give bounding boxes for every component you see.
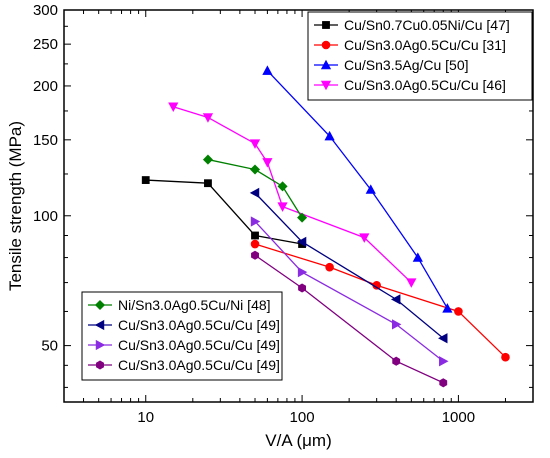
legend-marker: [320, 59, 332, 70]
series-4: [202, 154, 308, 223]
legend-box: [81, 291, 283, 381]
data-point: [249, 187, 260, 198]
data-point: [168, 102, 179, 112]
data-point: [359, 233, 370, 243]
data-point: [204, 179, 212, 188]
series-line: [207, 158, 303, 219]
y-tick-label: 250: [33, 36, 58, 53]
data-point: [298, 283, 307, 293]
data-point: [277, 181, 288, 192]
data-point: [391, 319, 402, 330]
data-point: [249, 139, 261, 149]
legend-item: Ni/Sn3.0Ag0.5Cu/Ni [48]: [88, 297, 271, 313]
legend-top-right: Cu/Sn0.7Cu0.05Ni/Cu [47] Cu/Sn3.0Ag0.5Cu/…: [307, 11, 533, 101]
data-point: [439, 356, 449, 367]
data-point: [296, 236, 307, 247]
data-point: [251, 250, 259, 260]
legend-marker: [322, 21, 330, 29]
y-axis-label: Tensile strength (MPa): [6, 121, 25, 291]
y-tick-label: 50: [41, 338, 58, 355]
x-tick-label: 100: [290, 409, 315, 426]
data-point: [324, 130, 335, 141]
data-point: [277, 202, 288, 212]
x-tick-label: 1000: [442, 409, 475, 426]
series-line: [254, 192, 444, 339]
data-point: [262, 65, 273, 75]
data-point: [297, 212, 308, 223]
series-line: [254, 254, 444, 384]
plot-frame: [63, 9, 534, 403]
legend-label: Cu/Sn3.0Ag0.5Cu/Cu [46]: [344, 77, 506, 93]
legend-marker: [96, 360, 104, 370]
data-point: [438, 333, 448, 344]
series-5: [249, 187, 448, 344]
series-6: [250, 216, 449, 367]
legend-marker: [94, 299, 106, 311]
legend-item: Cu/Sn3.0Ag0.5Cu/Cu [46]: [314, 77, 506, 93]
series-line: [254, 221, 444, 362]
legend-item: Cu/Sn3.0Ag0.5Cu/Cu [49]: [88, 337, 280, 353]
data-point: [390, 294, 401, 305]
data-point: [250, 216, 261, 227]
legend-layer: Cu/Sn0.7Cu0.05Ni/Cu [47] Cu/Sn3.0Ag0.5Cu/…: [81, 11, 533, 381]
data-point: [141, 176, 150, 184]
data-point: [412, 252, 423, 262]
data-point: [262, 158, 273, 168]
x-axis-label: V/A (μm): [265, 431, 331, 450]
data-point: [297, 267, 308, 278]
legend-bottom-left: Ni/Sn3.0Ag0.5Cu/Ni [48] Cu/Sn3.0Ag0.5Cu/C…: [81, 291, 283, 381]
data-point: [365, 184, 376, 194]
y-tick-label: 150: [33, 132, 58, 149]
legend-marker: [320, 80, 332, 91]
series-line: [266, 70, 448, 309]
y-tick-label: 100: [33, 208, 58, 225]
data-point: [249, 164, 261, 175]
series-layer: [141, 65, 510, 388]
data-point: [454, 307, 463, 316]
legend-marker: [321, 40, 331, 50]
legend-item: Cu/Sn3.0Ag0.5Cu/Cu [49]: [88, 357, 280, 373]
data-point: [202, 154, 213, 165]
legend-label: Cu/Sn0.7Cu0.05Ni/Cu [47]: [344, 17, 510, 33]
series-3: [168, 102, 417, 288]
legend-marker: [94, 319, 105, 331]
data-point: [202, 113, 214, 123]
data-point: [251, 231, 259, 240]
legend-label: Cu/Sn3.5Ag/Cu [50]: [344, 57, 469, 73]
legend-label: Cu/Sn3.0Ag0.5Cu/Cu [49]: [118, 317, 280, 333]
y-tick-label: 300: [33, 2, 58, 19]
legend-label: Cu/Sn3.0Ag0.5Cu/Cu [49]: [118, 337, 280, 353]
data-point: [439, 378, 448, 388]
legend-item: Cu/Sn3.5Ag/Cu [50]: [314, 57, 469, 73]
series-line: [145, 179, 303, 245]
legend-label: Ni/Sn3.0Ag0.5Cu/Ni [48]: [118, 297, 271, 313]
legend-item: Cu/Sn3.0Ag0.5Cu/Cu [49]: [88, 317, 280, 333]
legend-label: Cu/Sn3.0Ag0.5Cu/Cu [49]: [118, 357, 280, 373]
legend-box: [307, 11, 533, 101]
legend-item: Cu/Sn0.7Cu0.05Ni/Cu [47]: [314, 17, 510, 33]
series-7: [251, 250, 448, 388]
series-2: [262, 65, 453, 313]
legend-item: Cu/Sn3.0Ag0.5Cu/Cu [31]: [314, 37, 506, 53]
legend-marker: [95, 339, 106, 351]
data-point: [442, 303, 453, 313]
data-point: [406, 278, 417, 288]
data-point: [392, 356, 401, 366]
series-1: [250, 239, 510, 362]
data-point: [250, 239, 260, 249]
labels-layer: 10 100 1000 50 100 150 200 250 300: [33, 2, 475, 426]
data-point: [501, 352, 510, 362]
y-tick-label: 200: [33, 78, 58, 95]
data-point: [325, 262, 334, 272]
legend-label: Cu/Sn3.0Ag0.5Cu/Cu [31]: [344, 37, 506, 53]
x-tick-label: 10: [137, 409, 154, 426]
